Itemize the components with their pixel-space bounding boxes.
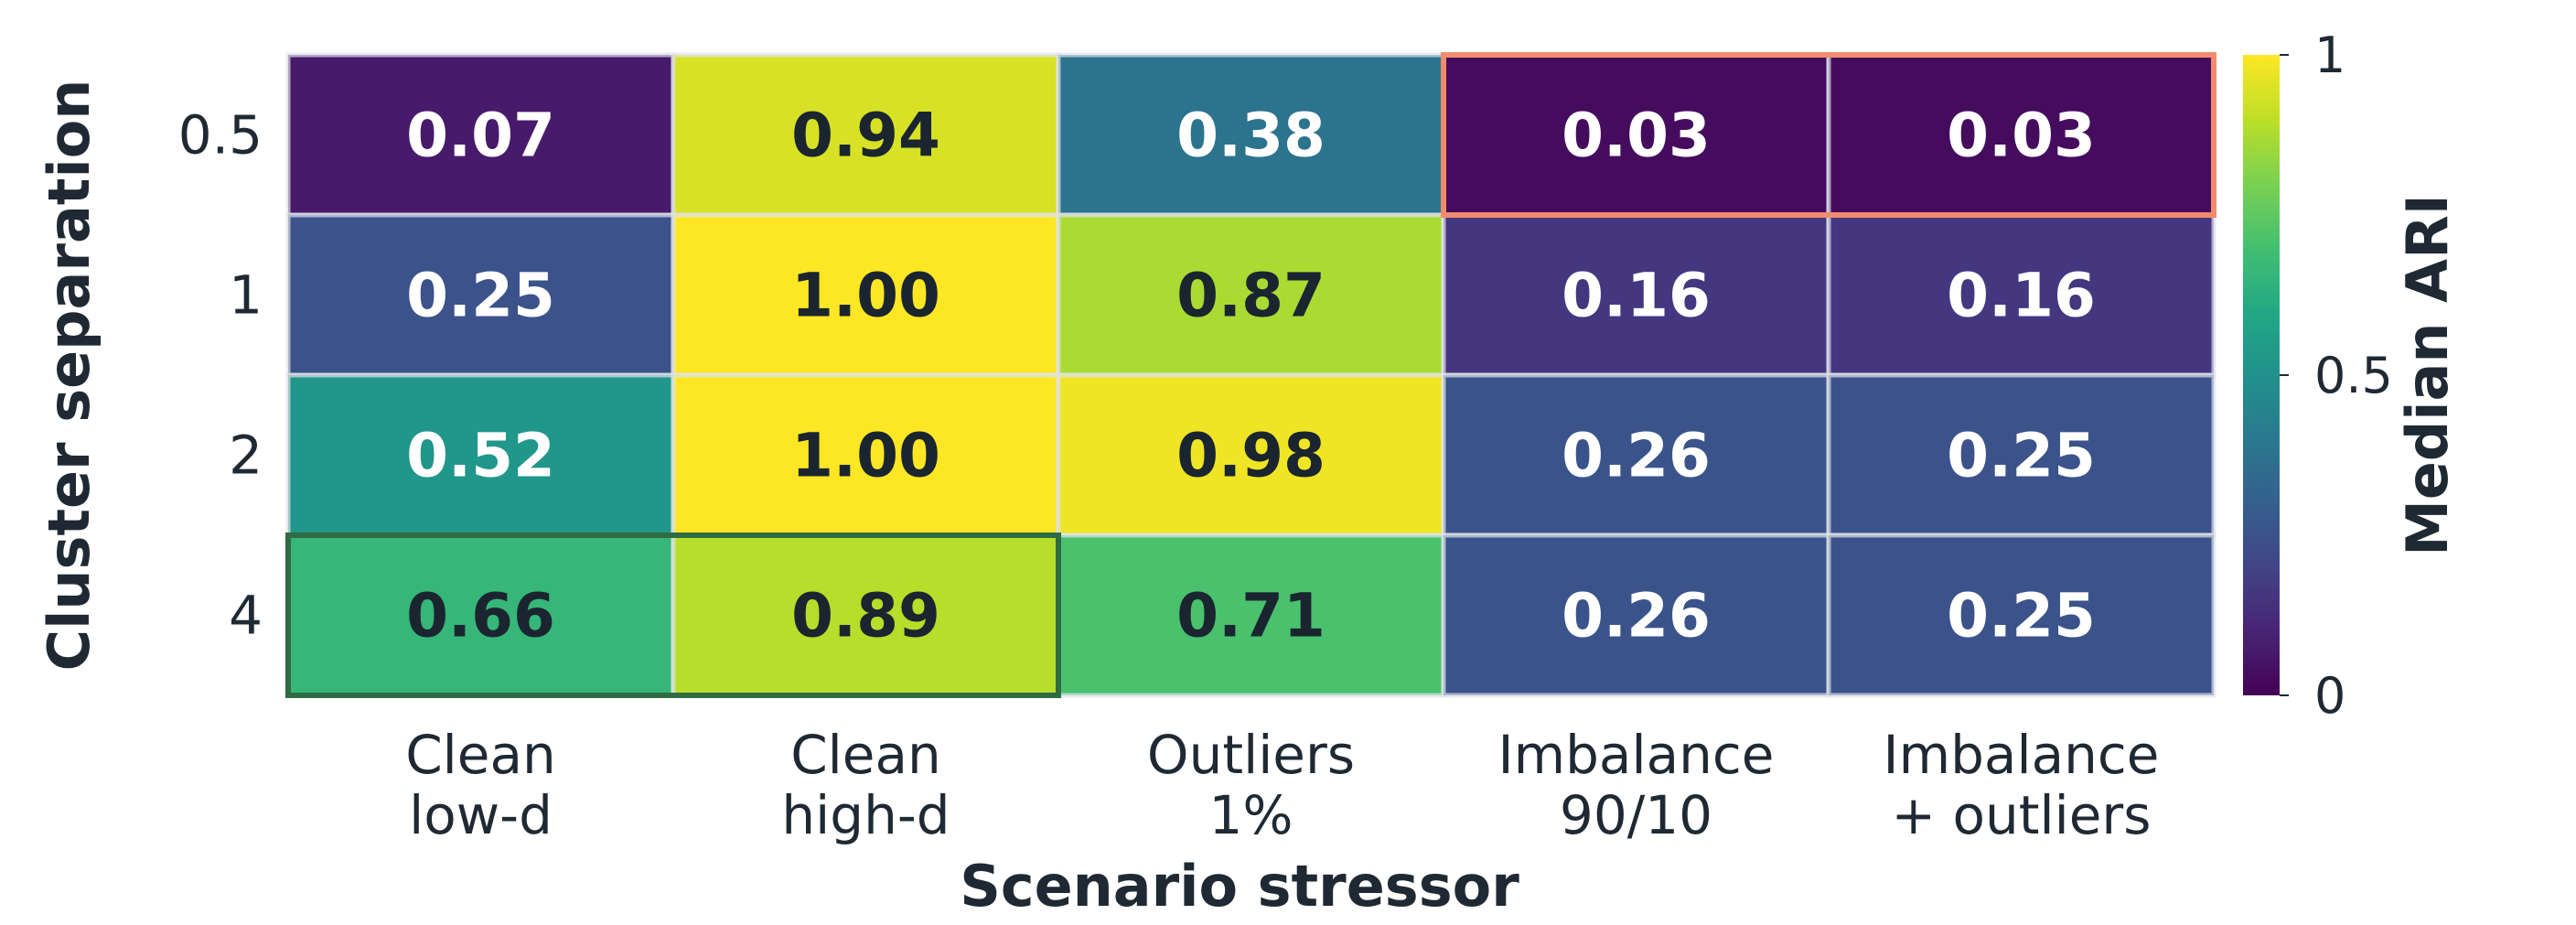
y-tick-label: 0.5 bbox=[178, 104, 263, 167]
cell-value-label: 1.00 bbox=[791, 421, 940, 491]
cell-value-label: 0.25 bbox=[406, 261, 555, 331]
y-tick-label: 4 bbox=[229, 585, 263, 647]
cell-value-label: 0.52 bbox=[406, 421, 555, 491]
cell-value-label: 0.98 bbox=[1176, 421, 1326, 491]
cell-value-label: 0.25 bbox=[1947, 581, 2096, 651]
cell-value-label: 0.66 bbox=[406, 581, 555, 651]
cell-value-label: 0.71 bbox=[1176, 581, 1326, 651]
heatmap-cell bbox=[285, 52, 676, 218]
x-tick-label: + outliers bbox=[1892, 784, 2152, 846]
colorbar-tick-label: 0.5 bbox=[2314, 347, 2393, 404]
y-tick-label: 1 bbox=[229, 264, 263, 327]
x-tick-label: Outliers bbox=[1147, 724, 1355, 786]
cell-value-label: 0.03 bbox=[1562, 101, 1711, 171]
heatmap-cell bbox=[671, 532, 1061, 698]
highlight-boxes bbox=[285, 52, 2216, 698]
colorbar-label: Median ARI bbox=[2394, 194, 2461, 556]
x-tick-label: Clean bbox=[405, 724, 556, 786]
heatmap-cell bbox=[1826, 212, 2216, 378]
y-tick-label: 2 bbox=[229, 425, 263, 487]
cell-value-label: 0.07 bbox=[406, 101, 555, 171]
x-tick-labels: Cleanlow-dCleanhigh-dOutliers1%Imbalance… bbox=[405, 724, 2159, 846]
cell-value-label: 1.00 bbox=[791, 261, 940, 331]
heatmap-cell bbox=[1056, 52, 1446, 218]
x-tick-label: Clean bbox=[790, 724, 941, 786]
highlight-box bbox=[285, 532, 1061, 698]
heatmap-cell bbox=[671, 372, 1061, 538]
x-tick-label: Imbalance bbox=[1884, 724, 2160, 786]
cell-value-label: 0.16 bbox=[1562, 261, 1711, 331]
heatmap-cells: 0.07 0.94 0.38 0.03 0.03 0.25 1.00 0.87 0.16 0.16… bbox=[285, 52, 2216, 698]
x-tick-label: low-d bbox=[409, 784, 553, 846]
x-tick-label: high-d bbox=[781, 784, 950, 846]
colorbar bbox=[2243, 55, 2280, 695]
heatmap-cell bbox=[1826, 532, 2216, 698]
cell-value-label: 0.94 bbox=[791, 101, 940, 171]
x-tick-label: Imbalance bbox=[1498, 724, 1775, 786]
cell-value-label: 0.25 bbox=[1947, 421, 2096, 491]
cell-value-label: 0.26 bbox=[1562, 581, 1711, 651]
highlight-box bbox=[1441, 52, 2216, 218]
cell-value-label: 0.38 bbox=[1176, 101, 1326, 171]
colorbar-tick-label: 1 bbox=[2314, 27, 2345, 84]
x-tick-label: 1% bbox=[1208, 784, 1293, 846]
heatmap-cell bbox=[1056, 212, 1446, 378]
cell-value-label: 0.03 bbox=[1947, 101, 2096, 171]
cell-value-label: 0.87 bbox=[1176, 261, 1326, 331]
colorbar-tick-label: 0 bbox=[2314, 667, 2345, 725]
cell-value-label: 0.16 bbox=[1947, 261, 2096, 331]
x-axis-title: Scenario stressor bbox=[960, 853, 1519, 920]
heatmap-cell bbox=[285, 212, 676, 378]
y-tick-labels: 0.5 1 2 4 bbox=[178, 104, 263, 647]
colorbar-ticks: 00.51 bbox=[2280, 27, 2393, 725]
cell-value-label: 0.26 bbox=[1562, 421, 1711, 491]
x-tick-label: 90/10 bbox=[1560, 784, 1712, 846]
heatmap-cell bbox=[671, 52, 1061, 218]
heatmap-cell bbox=[1441, 532, 1831, 698]
cell-value-label: 0.89 bbox=[791, 581, 940, 651]
y-axis-title: Cluster separation bbox=[36, 80, 102, 672]
heatmap-cell bbox=[1441, 372, 1831, 538]
